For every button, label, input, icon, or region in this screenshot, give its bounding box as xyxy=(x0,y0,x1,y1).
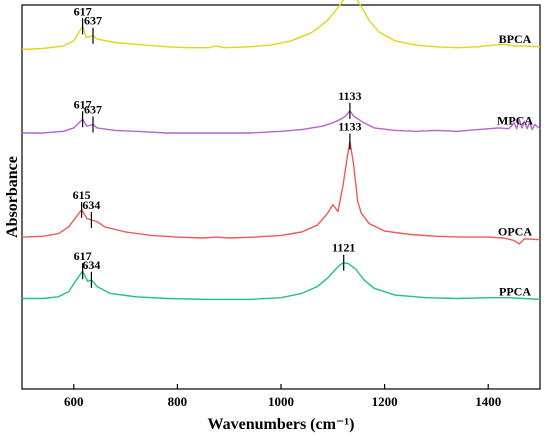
peak-label: 617 xyxy=(74,249,92,263)
x-tick-label: 600 xyxy=(64,394,84,409)
series-line-ppca xyxy=(22,262,541,301)
series-label-mpca: MPCA xyxy=(497,114,533,128)
peak-label: 617 xyxy=(74,97,92,111)
plot-frame xyxy=(21,4,541,390)
peak-label: 634 xyxy=(82,258,100,272)
peak-label: 1121 xyxy=(332,241,355,255)
x-axis-ticks: 600 800 1000 1200 1400 xyxy=(64,384,501,409)
annotation-layer: 6176371131617637113361563411336176341121 xyxy=(73,4,362,288)
peak-label: 617 xyxy=(74,4,92,18)
series-labels: BPCA MPCA OPCA PPCA xyxy=(497,32,533,299)
series-layer xyxy=(21,0,541,301)
peak-label: 615 xyxy=(73,188,91,202)
x-axis-title: Wavenumbers (cm⁻¹) xyxy=(208,416,355,433)
x-tick-label: 1000 xyxy=(268,394,294,409)
y-axis-title: Absorbance xyxy=(4,156,21,238)
x-tick-label: 1400 xyxy=(475,394,501,409)
peak-label: 1133 xyxy=(338,120,361,134)
peak-label: 637 xyxy=(84,14,102,28)
peak-label: 1133 xyxy=(338,89,361,103)
series-label-bpca: BPCA xyxy=(499,32,532,46)
x-tick-label: 800 xyxy=(168,394,188,409)
peak-label: 634 xyxy=(82,198,100,212)
peak-label: 637 xyxy=(84,103,102,117)
series-line-opca xyxy=(21,140,541,245)
x-tick-label: 1200 xyxy=(372,394,398,409)
series-line-bpca xyxy=(21,0,541,51)
series-label-ppca: PPCA xyxy=(499,284,531,298)
series-label-opca: OPCA xyxy=(498,225,532,239)
